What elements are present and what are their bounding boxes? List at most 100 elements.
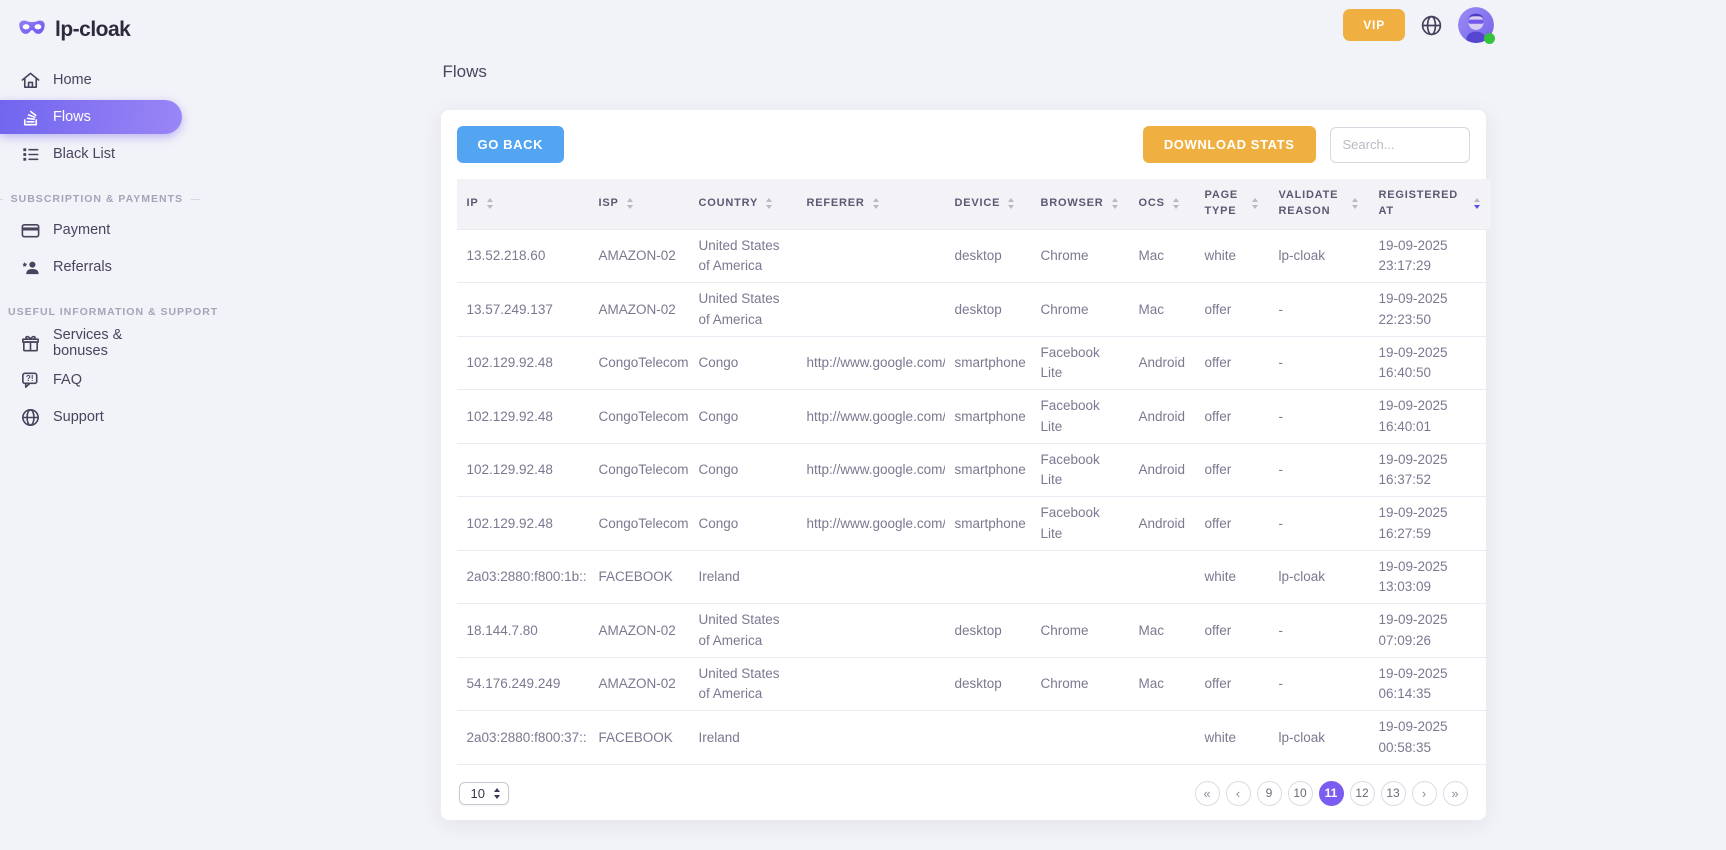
cell-registered-at: 19-09-2025 16:40:01 — [1368, 389, 1491, 444]
cell-browser: Chrome — [1030, 282, 1129, 337]
sidebar-item-payment[interactable]: Payment — [0, 213, 200, 247]
col-validate-reason[interactable]: VALIDATE REASON — [1268, 179, 1369, 230]
sort-icon — [1008, 198, 1015, 210]
cell-device: smartphone — [944, 389, 1031, 444]
cell-page-type: offer — [1194, 496, 1269, 551]
cell-device — [944, 549, 1031, 604]
cell-isp: FACEBOOK — [588, 710, 689, 765]
cell-ip: 18.144.7.80 — [456, 603, 589, 658]
col-ocs[interactable]: OCS — [1128, 179, 1195, 230]
cell-ip: 13.57.249.137 — [456, 282, 589, 337]
cell-country: Congo — [688, 335, 797, 390]
sidebar-item-services-bonuses[interactable]: Services & bonuses — [0, 326, 200, 360]
cell-referer — [796, 710, 945, 765]
pagination-page-9[interactable]: 9 — [1256, 780, 1282, 806]
pagination: « ‹ 9 10 11 12 13 › » — [1194, 780, 1468, 806]
page-size-value: 10 — [470, 785, 485, 801]
cell-validate-reason: - — [1268, 389, 1369, 444]
cell-registered-at: 19-09-2025 06:14:35 — [1368, 656, 1491, 711]
sidebar-item-support[interactable]: Support — [0, 400, 200, 434]
cell-device: smartphone — [944, 335, 1031, 390]
sidebar-section-support: USEFUL INFORMATION & SUPPORT — [0, 306, 217, 318]
sidebar-item-home[interactable]: Home — [0, 63, 200, 97]
flows-stack-icon — [20, 107, 41, 128]
sidebar-item-label: Home — [53, 72, 92, 88]
flows-card: GO BACK DOWNLOAD STATS IP ISP COUNTRY REFER… — [440, 110, 1491, 820]
pagination-last-button[interactable]: » — [1442, 780, 1468, 806]
sidebar-item-label: Support — [53, 409, 104, 425]
sort-icon — [1351, 198, 1358, 210]
pagination-page-11[interactable]: 11 — [1318, 780, 1344, 806]
cell-page-type: offer — [1194, 656, 1269, 711]
cell-country: United States of America — [688, 228, 797, 283]
pagination-prev-button[interactable]: ‹ — [1225, 780, 1251, 806]
sidebar-item-black-list[interactable]: Black List — [0, 137, 200, 171]
download-stats-button[interactable]: DOWNLOAD STATS — [1142, 126, 1316, 163]
cell-referer: http://www.google.com/ — [796, 335, 945, 390]
sort-icon — [486, 198, 493, 210]
pagination-first-button[interactable]: « — [1194, 780, 1220, 806]
cell-validate-reason: - — [1268, 442, 1369, 497]
pagination-next-button[interactable]: › — [1411, 780, 1437, 806]
brand[interactable]: lp-cloak — [0, 12, 200, 60]
cell-ip: 102.129.92.48 — [456, 335, 589, 390]
col-referer[interactable]: REFERER — [796, 179, 945, 230]
pagination-page-13[interactable]: 13 — [1380, 780, 1406, 806]
col-isp[interactable]: ISP — [588, 179, 689, 230]
table-header: IP ISP COUNTRY REFERER DEVICE BROWSER OCS PAGE … — [456, 179, 1491, 230]
cell-validate-reason: - — [1268, 603, 1369, 658]
sidebar-item-flows[interactable]: Flows — [0, 100, 182, 134]
table-row: 102.129.92.48 CongoTelecom Congo http://www… — [456, 335, 1491, 390]
cell-ip: 54.176.249.249 — [456, 656, 589, 711]
table-row: 18.144.7.80 AMAZON-02 United States of Ame… — [456, 603, 1491, 658]
online-status-dot — [1484, 33, 1495, 44]
cell-registered-at: 19-09-2025 16:40:50 — [1368, 335, 1491, 390]
col-browser[interactable]: BROWSER — [1030, 179, 1129, 230]
sort-icon — [1172, 198, 1179, 210]
col-country[interactable]: COUNTRY — [688, 179, 797, 230]
pagination-page-10[interactable]: 10 — [1287, 780, 1313, 806]
sidebar-item-referrals[interactable]: Referrals — [0, 250, 200, 284]
sort-icon — [872, 198, 879, 210]
cell-browser: Facebook Lite — [1030, 389, 1129, 444]
home-icon — [20, 70, 41, 91]
sort-icon — [1251, 198, 1258, 210]
pagination-page-12[interactable]: 12 — [1349, 780, 1375, 806]
column-label: VALIDATE REASON — [1278, 189, 1339, 217]
credit-card-icon — [20, 220, 41, 241]
sidebar: lp-cloak Home Flows Black List — [0, 0, 217, 850]
col-registered-at[interactable]: REGISTERED AT — [1368, 179, 1491, 230]
col-ip[interactable]: IP — [456, 179, 589, 230]
sidebar-item-label: Services & bonuses — [53, 327, 123, 359]
cell-country: Ireland — [688, 549, 797, 604]
column-label: ISP — [598, 196, 619, 209]
sidebar-section-subscription: SUBSCRIPTION & PAYMENTS — [0, 193, 200, 205]
col-device[interactable]: DEVICE — [944, 179, 1031, 230]
mask-logo-icon — [18, 19, 46, 42]
sort-icon — [766, 198, 773, 210]
cell-validate-reason: - — [1268, 282, 1369, 337]
vip-button[interactable]: VIP — [1343, 9, 1405, 41]
cell-page-type: white — [1194, 710, 1269, 765]
cell-ocs: Android — [1128, 335, 1195, 390]
cell-referer — [796, 549, 945, 604]
sidebar-item-faq[interactable]: ?! FAQ — [0, 363, 200, 397]
avatar[interactable] — [1458, 7, 1495, 44]
cell-country: Congo — [688, 442, 797, 497]
list-icon — [20, 144, 41, 165]
sidebar-item-label: Referrals — [53, 259, 112, 275]
language-globe-button[interactable] — [1420, 14, 1443, 37]
table-row: 102.129.92.48 CongoTelecom Congo http://www… — [456, 496, 1491, 551]
col-page-type[interactable]: PAGE TYPE — [1194, 179, 1269, 230]
search-input[interactable] — [1329, 126, 1470, 163]
go-back-button[interactable]: GO BACK — [456, 126, 565, 163]
cell-page-type: white — [1194, 228, 1269, 283]
cell-referer — [796, 656, 945, 711]
column-label: OCS — [1138, 196, 1165, 209]
cell-ocs: Android — [1128, 442, 1195, 497]
page-size-select[interactable]: 10 — [458, 781, 509, 805]
table-header-row: IP ISP COUNTRY REFERER DEVICE BROWSER OCS PAGE … — [456, 179, 1491, 230]
cell-ip: 102.129.92.48 — [456, 389, 589, 444]
gift-icon — [20, 333, 41, 354]
